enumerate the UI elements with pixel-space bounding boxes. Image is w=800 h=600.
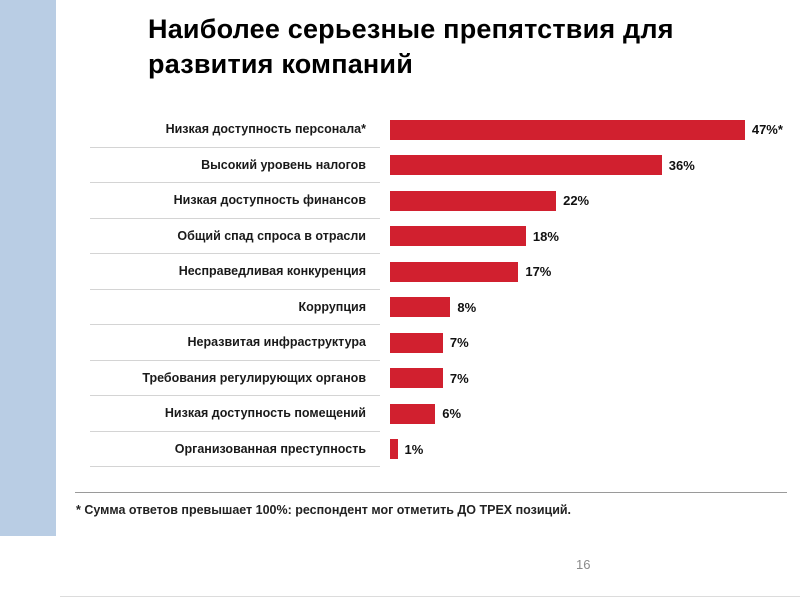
bar: [390, 297, 451, 318]
bar-area: 7%: [380, 361, 786, 397]
page-number: 16: [576, 557, 591, 572]
bar-value-label: 6%: [442, 406, 462, 422]
bar: [390, 261, 519, 282]
chart-row: Высокий уровень налогов 36%: [90, 148, 786, 184]
bar: [390, 403, 436, 424]
slide-title: Наиболее серьезные препятствия для разви…: [148, 14, 674, 80]
chart-row: Низкая доступность финансов 22%: [90, 183, 786, 219]
bar-value-label: 17%: [525, 264, 552, 280]
bar: [390, 368, 443, 389]
chart-row: Неразвитая инфраструктура 7%: [90, 325, 786, 361]
chart-row: Несправедливая конкуренция 17%: [90, 254, 786, 290]
bar-value-label: 1%: [404, 441, 424, 457]
bar: [390, 439, 398, 460]
category-label: Низкая доступность помещений: [90, 396, 380, 432]
category-label: Общий спад спроса в отрасли: [90, 219, 380, 254]
category-label: Несправедливая конкуренция: [90, 254, 380, 290]
footnote-divider: [75, 492, 787, 493]
bar-value-label: 7%: [449, 370, 469, 386]
bar-area: 1%: [380, 432, 786, 468]
chart-row: Общий спад спроса в отрасли 18%: [90, 219, 786, 255]
bar-value-label: 7%: [449, 335, 469, 351]
bar-area: 36%: [380, 148, 786, 184]
category-label: Организованная преступность: [90, 432, 380, 467]
chart-row: Коррупция 8%: [90, 290, 786, 326]
bar-area: 8%: [380, 290, 786, 326]
chart-row: Низкая доступность помещений 6%: [90, 396, 786, 432]
category-label: Коррупция: [90, 290, 380, 325]
bar: [390, 226, 526, 247]
bar-value-label: 18%: [532, 228, 559, 244]
category-label: Низкая доступность финансов: [90, 183, 380, 219]
bar-area: 7%: [380, 325, 786, 361]
chart-row: Требования регулирующих органов 7%: [90, 361, 786, 397]
chart-row: Организованная преступность 1%: [90, 432, 786, 468]
category-label: Низкая доступность персонала*: [90, 112, 380, 148]
category-label: Неразвитая инфраструктура: [90, 325, 380, 361]
bar: [390, 190, 557, 211]
category-label: Требования регулирующих органов: [90, 361, 380, 396]
bar: [390, 119, 745, 140]
bar-value-label: 22%: [563, 193, 590, 209]
category-label: Высокий уровень налогов: [90, 148, 380, 183]
bar-area: 17%: [380, 254, 786, 290]
footnote: * Сумма ответов превышает 100%: респонде…: [76, 503, 572, 517]
bar-value-label: 8%: [457, 299, 477, 315]
bar: [390, 155, 662, 176]
bar: [390, 332, 443, 353]
bar-chart: Низкая доступность персонала* 47%* Высокий…: [90, 112, 786, 467]
left-accent-strip: [0, 0, 56, 536]
slide-bottom-border: [60, 596, 800, 597]
chart-row: Низкая доступность персонала* 47%*: [90, 112, 786, 148]
bar-area: 18%: [380, 219, 786, 255]
bar-area: 22%: [380, 183, 786, 219]
bar-area: 6%: [380, 396, 786, 432]
bar-value-label: 47%*: [751, 122, 783, 138]
bar-area: 47%*: [380, 112, 786, 148]
bar-value-label: 36%: [668, 157, 695, 173]
